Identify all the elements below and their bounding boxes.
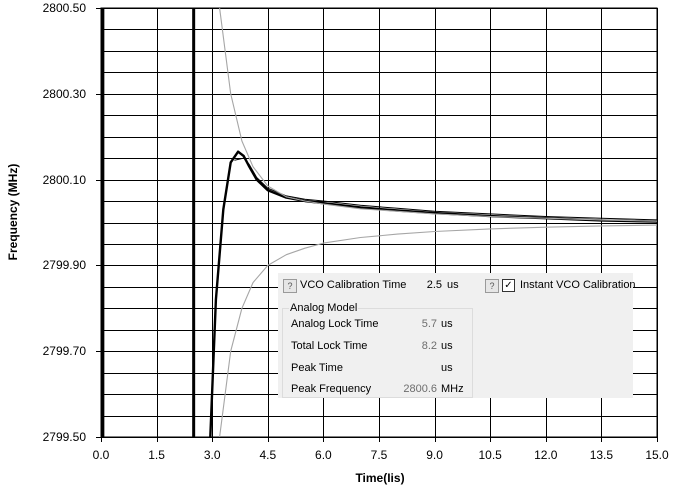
y-tick-label: 2799.90 bbox=[42, 258, 86, 273]
instant-cal-checkbox[interactable]: ✓ bbox=[502, 279, 515, 292]
y-tick-label: 2799.70 bbox=[42, 344, 86, 359]
x-axis-title: Time(Ііs) bbox=[355, 471, 405, 485]
vco-cal-help-icon[interactable]: ? bbox=[283, 279, 297, 293]
peak-frequency-label: Peak Frequency bbox=[291, 383, 372, 395]
lock-time-panel: ? VCO Calibration Time 2.5 us ? ✓ Instan… bbox=[278, 273, 636, 398]
x-tick-label: 15.0 bbox=[645, 448, 669, 462]
x-tick-label: 7.5 bbox=[370, 448, 388, 462]
y-tick-label: 2800.30 bbox=[42, 86, 86, 101]
vco-cal-value[interactable]: 2.5 bbox=[426, 279, 442, 291]
series-line-gray-upper bbox=[219, 8, 657, 222]
analog-lock-unit: us bbox=[441, 318, 453, 330]
analog-lock-value: 5.7 bbox=[421, 318, 437, 330]
vco-cal-label: VCO Calibration Time bbox=[300, 279, 407, 291]
x-tick-label: 12.0 bbox=[534, 448, 558, 462]
x-tick-label: 4.5 bbox=[259, 448, 277, 462]
x-tick-label: 1.5 bbox=[148, 448, 165, 462]
analog-model-title: Analog Model bbox=[289, 302, 359, 314]
x-tick-label: 3.0 bbox=[203, 448, 221, 462]
x-tick-label: 9.0 bbox=[426, 448, 443, 462]
peak-frequency-unit: MHz bbox=[441, 383, 464, 395]
x-tick-label: 13.5 bbox=[589, 448, 614, 462]
total-lock-label: Total Lock Time bbox=[291, 340, 368, 352]
total-lock-value: 8.2 bbox=[421, 340, 437, 352]
y-axis-title: Frequency (MHz) bbox=[6, 163, 20, 261]
x-tick-label: 10.5 bbox=[478, 448, 502, 462]
x-tick-label: 6.0 bbox=[315, 448, 332, 462]
peak-time-unit: us bbox=[441, 362, 453, 374]
x-tick-label: 0.0 bbox=[92, 448, 110, 462]
y-tick-label: 2800.50 bbox=[42, 1, 86, 15]
analog-lock-label: Analog Lock Time bbox=[291, 318, 379, 330]
y-tick-label: 2799.50 bbox=[42, 430, 86, 444]
total-lock-unit: us bbox=[441, 340, 453, 352]
series-line-thin-black bbox=[234, 157, 657, 221]
instant-cal-label: Instant VCO Calibration bbox=[520, 279, 636, 291]
y-tick-label: 2800.10 bbox=[42, 172, 86, 187]
peak-time-label: Peak Time bbox=[291, 362, 343, 374]
series-line-gray-lower bbox=[219, 224, 657, 437]
analog-model-group: Analog Model Analog Lock Time 5.7 us Tot… bbox=[282, 302, 473, 398]
vco-cal-unit: us bbox=[447, 279, 459, 291]
instant-cal-help-icon[interactable]: ? bbox=[485, 279, 499, 293]
peak-frequency-value: 2800.6 bbox=[403, 383, 437, 395]
